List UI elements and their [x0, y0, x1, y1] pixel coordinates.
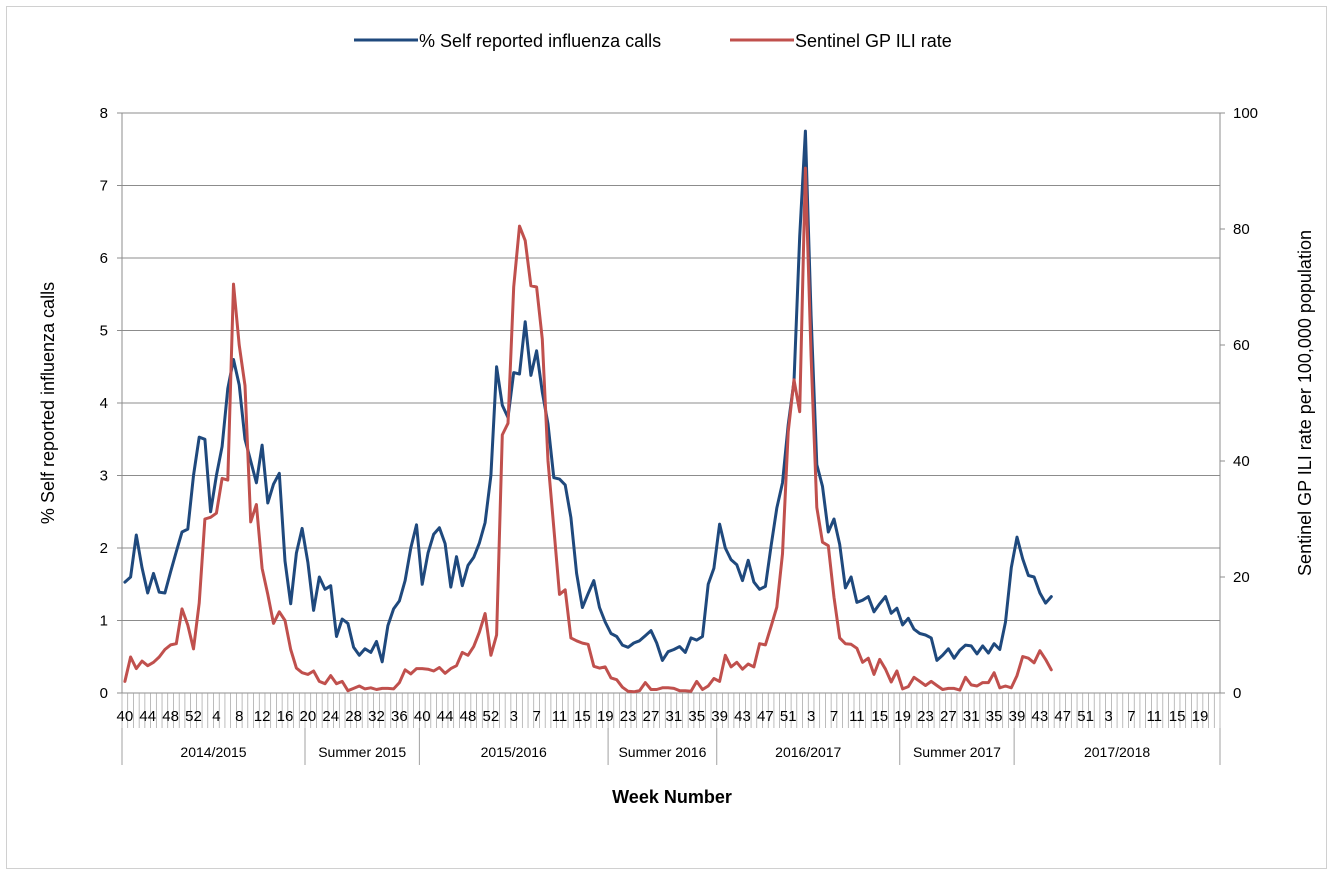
x-week-label: 7 [1127, 708, 1135, 725]
x-week-label: 35 [986, 708, 1003, 725]
y-left-tick-label: 1 [100, 613, 108, 630]
y-left-tick-label: 3 [100, 468, 108, 485]
x-week-label: 36 [391, 708, 408, 725]
x-week-label: 15 [1169, 708, 1186, 725]
x-week-label: 12 [254, 708, 271, 725]
x-week-label: 48 [162, 708, 179, 725]
x-week-label: 19 [894, 708, 911, 725]
x-week-label: 39 [1009, 708, 1026, 725]
chart-border [6, 6, 1327, 869]
legend: % Self reported influenza calls Sentinel… [354, 31, 952, 51]
legend-label-sentinel: Sentinel GP ILI rate [795, 31, 952, 51]
axes [117, 112, 1225, 765]
series-line-sentinel [123, 166, 1053, 694]
x-week-label: 43 [1032, 708, 1049, 725]
x-week-label: 20 [300, 708, 317, 725]
y-right-tick-label: 40 [1233, 453, 1250, 470]
x-week-label: 11 [552, 708, 568, 725]
x-week-label: 47 [757, 708, 774, 725]
x-week-label: 23 [620, 708, 637, 725]
x-week-label: 16 [277, 708, 294, 725]
x-week-label: 39 [711, 708, 728, 725]
x-week-label: 28 [345, 708, 362, 725]
x-week-label: 19 [597, 708, 614, 725]
x-week-label: 3 [1104, 708, 1112, 725]
y-right-tick-label: 60 [1233, 337, 1250, 354]
x-week-label: 15 [574, 708, 591, 725]
x-week-label: 23 [917, 708, 934, 725]
season-label: 2014/2015 [180, 744, 246, 760]
x-week-label: 24 [322, 708, 339, 725]
x-week-label: 4 [212, 708, 220, 725]
x-week-label: 3 [510, 708, 518, 725]
y-axis-right-title: Sentinel GP ILI rate per 100,000 populat… [1295, 230, 1315, 576]
y-right-tick-label: 80 [1233, 221, 1250, 238]
y-left-tick-label: 4 [100, 395, 108, 412]
y-right-tick-label: 20 [1233, 569, 1250, 586]
x-axis-title: Week Number [612, 787, 732, 807]
x-week-label: 15 [871, 708, 888, 725]
y-left-tick-label: 6 [100, 250, 108, 267]
x-week-label: 44 [139, 708, 156, 725]
season-label: 2016/2017 [775, 744, 841, 760]
season-label: Summer 2017 [913, 744, 1001, 760]
x-week-label: 31 [963, 708, 980, 725]
season-label: Summer 2015 [318, 744, 406, 760]
series-lines [123, 129, 1053, 694]
x-week-label: 51 [1077, 708, 1094, 725]
x-week-label: 3 [807, 708, 815, 725]
x-week-label: 35 [688, 708, 705, 725]
season-label: 2015/2016 [481, 744, 547, 760]
x-week-label: 27 [940, 708, 957, 725]
y-left-tick-label: 7 [100, 178, 108, 195]
x-week-label: 7 [830, 708, 838, 725]
x-week-label: 43 [734, 708, 751, 725]
x-week-label: 48 [460, 708, 477, 725]
season-label: Summer 2016 [618, 744, 706, 760]
x-week-label: 52 [483, 708, 500, 725]
y-left-tick-label: 2 [100, 540, 108, 557]
x-week-label: 31 [666, 708, 683, 725]
x-week-label: 8 [235, 708, 243, 725]
x-week-label: 40 [117, 708, 134, 725]
season-label: 2017/2018 [1084, 744, 1150, 760]
x-week-label: 27 [643, 708, 660, 725]
x-week-label: 7 [532, 708, 540, 725]
y-left-tick-label: 0 [100, 685, 108, 702]
x-week-label: 47 [1054, 708, 1071, 725]
y-right-tick-label: 0 [1233, 685, 1241, 702]
y-axis-left-title: % Self reported influenza calls [38, 282, 58, 524]
series-line-self-reported [123, 129, 1053, 664]
y-left-tick-label: 8 [100, 105, 108, 122]
x-week-label: 11 [849, 708, 865, 725]
x-week-label: 32 [368, 708, 385, 725]
x-week-label: 11 [1146, 708, 1162, 725]
x-week-label: 44 [437, 708, 454, 725]
x-week-label: 19 [1192, 708, 1209, 725]
legend-label-self-reported: % Self reported influenza calls [419, 31, 661, 51]
x-week-label: 52 [185, 708, 202, 725]
x-week-label: 40 [414, 708, 431, 725]
x-week-label: 51 [780, 708, 797, 725]
y-left-tick-label: 5 [100, 323, 108, 340]
y-right-tick-label: 100 [1233, 105, 1258, 122]
